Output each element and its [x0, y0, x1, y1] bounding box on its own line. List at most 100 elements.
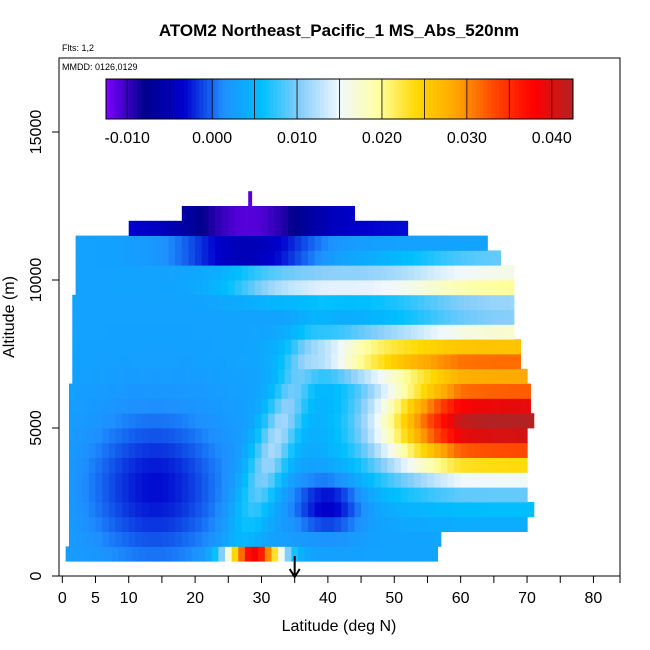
heatmap-cell [317, 368, 326, 384]
colorbar-segment [366, 79, 372, 119]
heatmap-cell [507, 428, 515, 444]
heatmap-cell [314, 250, 322, 266]
heatmap-cell [301, 398, 309, 414]
heatmap-cell [132, 309, 140, 325]
heatmap-cell [487, 265, 495, 281]
heatmap-cell [135, 220, 143, 236]
heatmap-cell [331, 294, 339, 310]
heatmap-cell [324, 546, 332, 562]
heatmap-cell [248, 383, 256, 399]
heatmap-cell [301, 413, 309, 429]
heatmap-cell [307, 220, 316, 236]
heatmap-cell [307, 250, 316, 266]
heatmap-cell [357, 368, 365, 384]
heatmap-cell [68, 487, 77, 503]
heatmap-cell [427, 428, 435, 444]
heatmap-cell [274, 383, 283, 399]
heatmap-cell [122, 442, 130, 458]
colorbar-frame [105, 78, 574, 120]
heatmap-cell [168, 472, 176, 488]
heatmap-cell [387, 487, 395, 503]
heatmap-cell [234, 206, 243, 222]
heatmap-cell [244, 354, 253, 370]
heatmap-cell [221, 502, 229, 518]
heatmap-cell [347, 280, 356, 296]
heatmap-cell [321, 531, 329, 547]
heatmap-cell [288, 250, 296, 266]
heatmap-cell [274, 206, 283, 222]
heatmap-cell [311, 294, 319, 310]
heatmap-cell [122, 235, 130, 251]
heatmap-cell [175, 413, 183, 429]
colorbar-segment [242, 79, 247, 119]
heatmap-cell [188, 457, 196, 473]
heatmap-cell [92, 309, 100, 325]
heatmap-cell [420, 442, 429, 458]
heatmap-cell [507, 280, 515, 296]
heatmap-cell [407, 235, 415, 251]
heatmap-cell [334, 531, 342, 547]
heatmap-cell [141, 383, 150, 399]
heatmap-cell [264, 546, 273, 562]
heatmap-cell [281, 220, 289, 236]
heatmap-cell [314, 280, 322, 296]
heatmap-cell [108, 383, 117, 399]
heatmap-cell [128, 280, 136, 296]
heatmap-cell [394, 428, 402, 444]
heatmap-cell [198, 368, 206, 384]
heatmap-cell [394, 502, 402, 518]
heatmap-cell [444, 309, 452, 325]
heatmap-cell [171, 339, 180, 355]
heatmap-cell [68, 383, 77, 399]
colorbar-segment [514, 79, 520, 119]
heatmap-cell [527, 398, 531, 414]
heatmap-cell [201, 235, 209, 251]
heatmap-cell [268, 383, 276, 399]
colorbar-segment [499, 79, 504, 119]
heatmap-cell [188, 235, 196, 251]
heatmap-cell [424, 546, 432, 562]
heatmap-cell [181, 250, 190, 266]
heatmap-cell [268, 502, 276, 518]
heatmap-cell [198, 294, 206, 310]
colorbar-segment [456, 79, 461, 119]
heatmap-cell [75, 428, 83, 444]
colorbar-segment [530, 79, 535, 119]
heatmap-cell [125, 324, 133, 340]
heatmap-cell [467, 250, 475, 266]
heatmap-cell [261, 472, 269, 488]
heatmap-cell [377, 546, 385, 562]
heatmap-cell [347, 235, 356, 251]
heatmap-cell [301, 516, 309, 532]
heatmap-cell [440, 250, 448, 266]
heatmap-cell [467, 457, 475, 473]
heatmap-cell [380, 487, 389, 503]
x-tick-label: 80 [585, 590, 603, 607]
heatmap-cell [470, 294, 478, 310]
heatmap-cell [304, 339, 312, 355]
heatmap-cell [188, 487, 196, 503]
heatmap-cell [95, 265, 103, 281]
heatmap-cell [158, 294, 166, 310]
heatmap-cell [208, 235, 216, 251]
heatmap-cell [380, 428, 389, 444]
heatmap-cell [513, 428, 522, 444]
heatmap-cell [98, 294, 107, 310]
heatmap-cell [221, 413, 229, 429]
heatmap-cell [407, 487, 415, 503]
heatmap-cell [95, 531, 103, 547]
heatmap-cell [294, 235, 302, 251]
heatmap-cell [251, 294, 259, 310]
heatmap-cell [268, 442, 276, 458]
heatmap-cell [364, 309, 372, 325]
heatmap-cell [188, 398, 196, 414]
heatmap-cell [377, 354, 385, 370]
heatmap-cell [151, 546, 160, 562]
colorbar-segment [281, 79, 286, 119]
heatmap-cell [158, 354, 166, 370]
heatmap-cell [371, 546, 379, 562]
heatmap-cell [414, 250, 422, 266]
heatmap-cell [68, 531, 77, 547]
heatmap-cell [334, 235, 342, 251]
heatmap-row [68, 398, 531, 414]
